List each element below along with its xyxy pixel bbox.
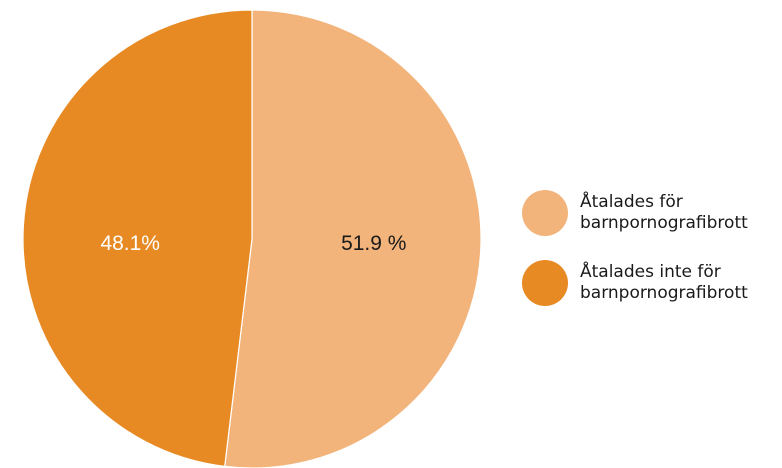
legend-label-prosecuted: Åtalades för barnpornografibrott — [580, 192, 748, 234]
legend-label-not-prosecuted: Åtalades inte för barnpornografibrott — [580, 262, 748, 304]
slice-not-prosecuted — [22, 9, 253, 468]
slice-label-not-prosecuted: 48.1% — [100, 232, 160, 255]
legend-item-not-prosecuted: Åtalades inte för barnpornografibrott — [522, 260, 782, 330]
legend-swatch-not-prosecuted — [522, 260, 568, 306]
legend-label-prosecuted-line2: barnpornografibrott — [580, 213, 748, 233]
slice-label-prosecuted: 51.9 % — [341, 232, 406, 255]
legend-label-not-prosecuted-line2: barnpornografibrott — [580, 283, 748, 303]
legend-label-not-prosecuted-line1: Åtalades inte för — [580, 262, 721, 282]
slice-prosecuted — [224, 9, 482, 468]
legend-item-prosecuted: Åtalades för barnpornografibrott — [522, 190, 782, 260]
legend-swatch-prosecuted — [522, 190, 568, 236]
legend-label-prosecuted-line1: Åtalades för — [580, 192, 683, 212]
legend: Åtalades för barnpornografibrott Åtalade… — [522, 190, 782, 330]
